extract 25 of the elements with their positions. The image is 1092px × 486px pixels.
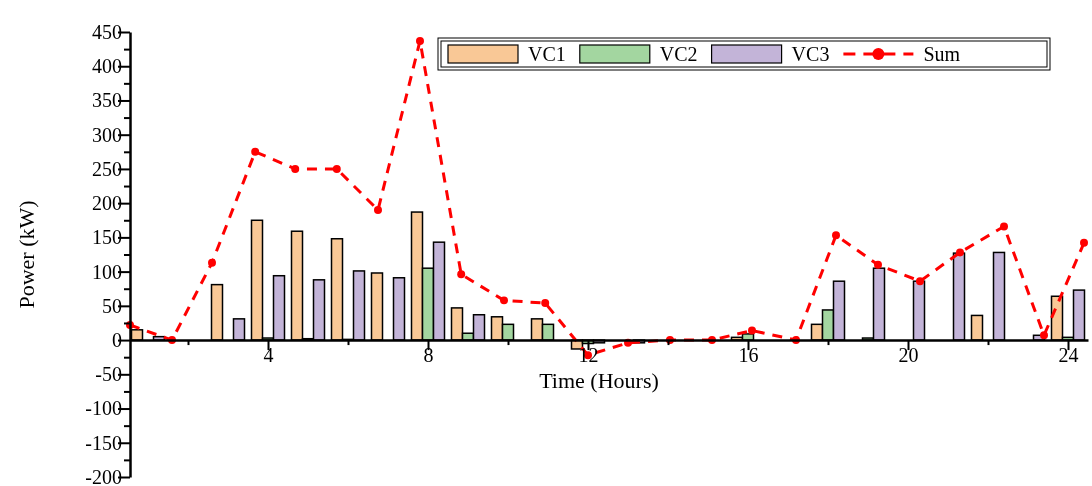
y-tick-label: 450 (92, 20, 122, 43)
x-tick-label: 4 (263, 344, 274, 367)
y-tick-label: 100 (92, 260, 122, 283)
y-tick-label: 0 (112, 328, 122, 351)
legend-label: VC3 (791, 43, 830, 65)
x-tick-label: 20 (898, 344, 919, 367)
y-tick-label: 300 (92, 123, 122, 146)
x-axis-title: Time (Hours) (539, 368, 659, 394)
y-tick-label: -200 (85, 465, 122, 486)
y-axis-title: Power (kW) (14, 200, 39, 309)
y-tick-label: 400 (92, 55, 122, 78)
x-tick-label: 24 (1058, 344, 1079, 367)
y-tick-label: 350 (92, 89, 122, 112)
y-tick-label: 250 (92, 157, 122, 180)
y-tick-label: -50 (95, 363, 122, 386)
y-tick-label: 150 (92, 226, 122, 249)
legend-label: Sum (923, 43, 961, 65)
x-tick-label: 16 (738, 344, 759, 367)
legend-label: VC2 (659, 43, 698, 65)
y-tick-label: -150 (85, 431, 122, 454)
legend-label: VC1 (528, 43, 566, 65)
y-tick-label: 50 (102, 294, 122, 317)
y-tick-label: -100 (85, 397, 122, 420)
x-tick-label: 8 (423, 344, 434, 367)
y-tick-label: 200 (92, 192, 122, 215)
